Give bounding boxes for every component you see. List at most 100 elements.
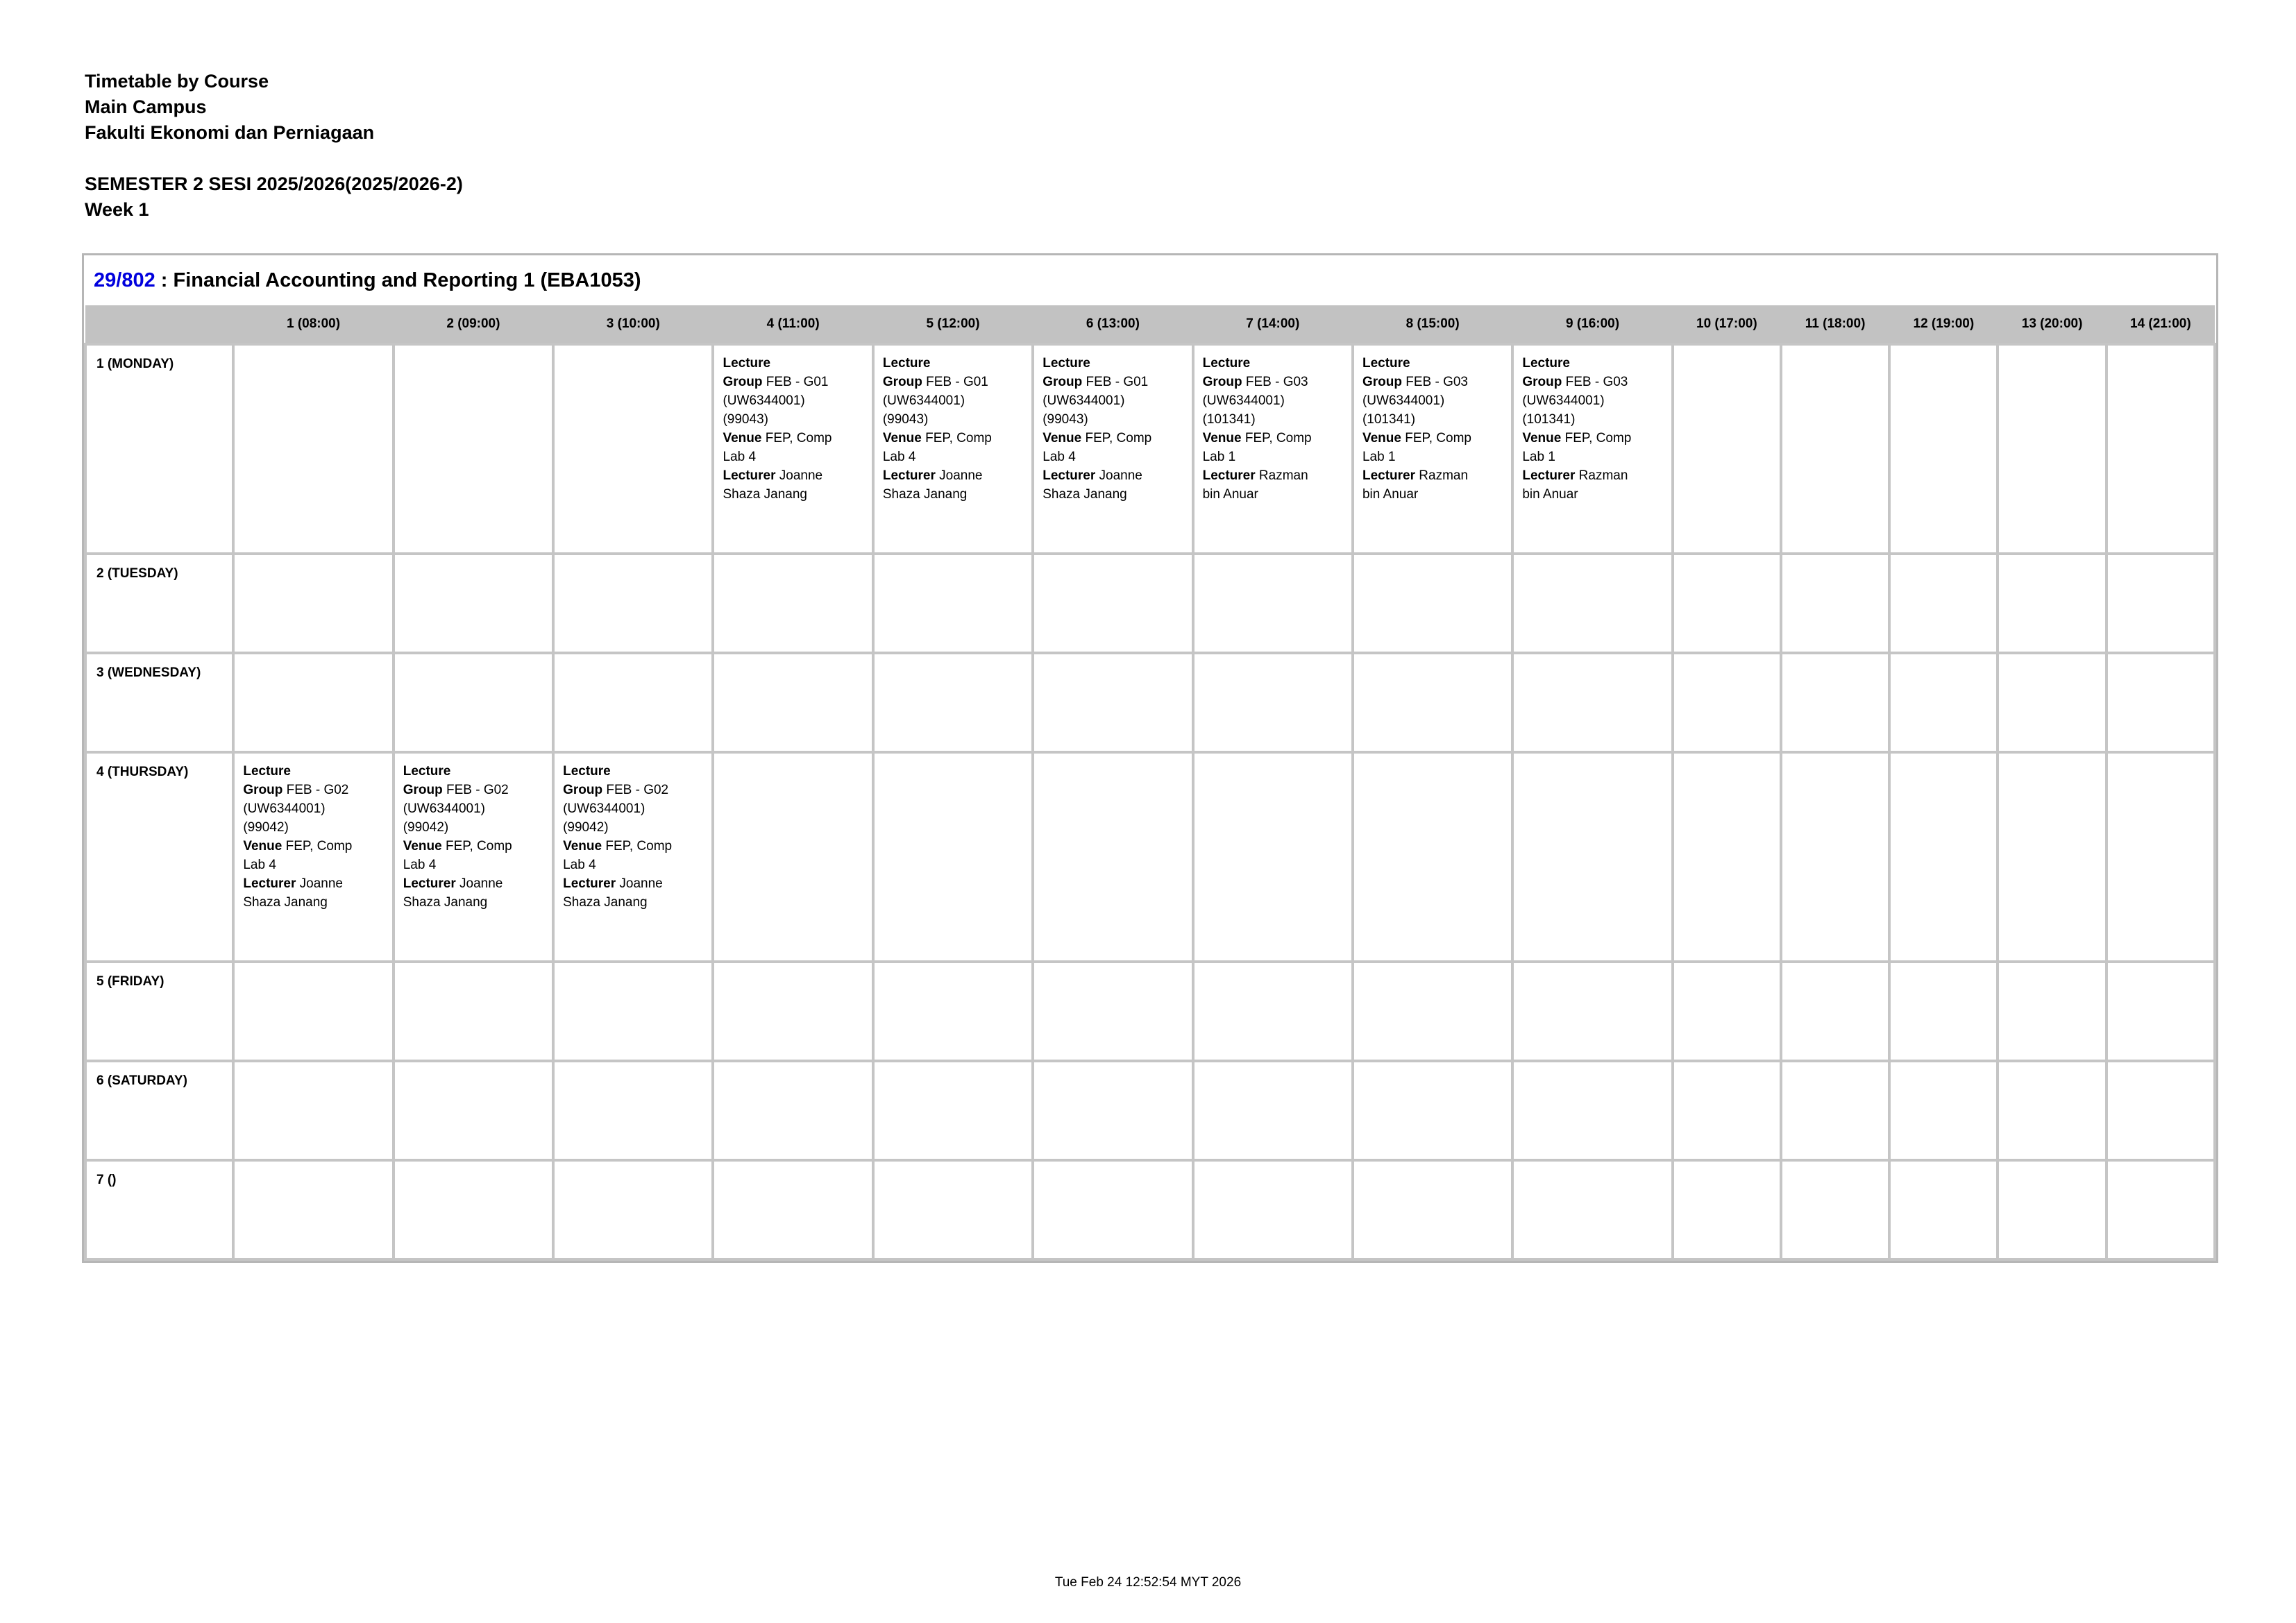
empty-slot: [1671, 343, 1782, 555]
empty-slot: [1511, 751, 1674, 963]
day-label: 6 (SATURDAY): [83, 1060, 235, 1162]
lecture-cell: Lecture Group FEB - G01 (UW6344001) (99043)…: [1031, 343, 1195, 555]
time-column-header: 7 (14:00): [1192, 305, 1353, 344]
empty-slot: [1031, 1060, 1195, 1162]
time-column-header: 2 (09:00): [393, 305, 554, 344]
empty-slot: [1351, 652, 1514, 754]
report-campus: Main Campus: [85, 96, 207, 117]
empty-slot: [1779, 652, 1891, 754]
empty-slot: [1351, 960, 1514, 1062]
empty-slot: [552, 1060, 715, 1162]
empty-slot: [391, 960, 555, 1062]
lecture-cell: Lecture Group FEB - G01 (UW6344001) (99043)…: [711, 343, 875, 555]
empty-slot: [1888, 343, 2000, 555]
time-column-header: 8 (15:00): [1352, 305, 1513, 344]
empty-slot: [1996, 1060, 2108, 1162]
lecture-cell: Lecture Group FEB - G02 (UW6344001) (99042)…: [552, 751, 715, 963]
timetable-row: 5 (FRIDAY): [83, 960, 2217, 1062]
empty-slot: [711, 960, 875, 1062]
empty-slot: [391, 652, 555, 754]
empty-slot: [1351, 552, 1514, 654]
empty-slot: [1351, 751, 1514, 963]
course-code-link[interactable]: 29/802: [94, 269, 155, 291]
empty-slot: [1779, 343, 1891, 555]
empty-slot: [552, 1159, 715, 1261]
course-title-bar: 29/802 : Financial Accounting and Report…: [84, 255, 2216, 305]
empty-slot: [1996, 751, 2108, 963]
empty-slot: [1511, 552, 1674, 654]
empty-slot: [1191, 1159, 1354, 1261]
lecture-cell: Lecture Group FEB - G02 (UW6344001) (99042)…: [232, 751, 395, 963]
empty-slot: [1996, 1159, 2108, 1261]
empty-slot: [1996, 552, 2108, 654]
empty-slot: [871, 1060, 1035, 1162]
time-column-header: 6 (13:00): [1033, 305, 1193, 344]
empty-slot: [1511, 652, 1674, 754]
empty-slot: [1351, 1060, 1514, 1162]
timetable-row: 7 (): [83, 1159, 2217, 1261]
report-semester: SEMESTER 2 SESI 2025/2026(2025/2026-2): [85, 173, 463, 194]
empty-slot: [711, 1159, 875, 1261]
empty-slot: [1191, 652, 1354, 754]
day-column-header: [85, 305, 234, 344]
timetable-row: 2 (TUESDAY): [83, 552, 2217, 654]
report-header: Timetable by Course Main Campus Fakulti …: [85, 69, 463, 223]
empty-slot: [1511, 1060, 1674, 1162]
timetable-header-row: 1 (08:00) 2 (09:00) 3 (10:00) 4 (11:00) 5 (1…: [85, 305, 2215, 344]
empty-slot: [1888, 552, 2000, 654]
empty-slot: [871, 1159, 1035, 1261]
lecture-cell: Lecture Group FEB - G03 (UW6344001) (101341…: [1511, 343, 1674, 555]
day-label: 7 (): [83, 1159, 235, 1261]
print-timestamp: Tue Feb 24 12:52:54 MYT 2026: [1054, 1575, 1242, 1590]
empty-slot: [232, 343, 395, 555]
empty-slot: [1671, 652, 1782, 754]
empty-slot: [1671, 552, 1782, 654]
time-column-header: 9 (16:00): [1512, 305, 1673, 344]
empty-slot: [391, 1060, 555, 1162]
empty-slot: [1031, 652, 1195, 754]
empty-slot: [1779, 1060, 1891, 1162]
empty-slot: [1779, 1159, 1891, 1261]
timetable-row: 6 (SATURDAY): [83, 1060, 2217, 1162]
empty-slot: [1031, 552, 1195, 654]
empty-slot: [1351, 1159, 1514, 1261]
timetable-row: 4 (THURSDAY) Lecture Group FEB - G02 (UW634…: [83, 751, 2217, 963]
timetable-row: 3 (WEDNESDAY): [83, 652, 2217, 754]
empty-slot: [391, 552, 555, 654]
empty-slot: [552, 343, 715, 555]
timetable-grid: 1 (08:00) 2 (09:00) 3 (10:00) 4 (11:00) 5 (1…: [83, 305, 2217, 1261]
empty-slot: [2104, 1159, 2217, 1261]
empty-slot: [1996, 960, 2108, 1062]
empty-slot: [711, 652, 875, 754]
empty-slot: [1031, 1159, 1195, 1261]
empty-slot: [871, 960, 1035, 1062]
day-label: 1 (MONDAY): [83, 343, 235, 555]
empty-slot: [711, 1060, 875, 1162]
empty-slot: [1888, 1060, 2000, 1162]
empty-slot: [711, 552, 875, 654]
empty-slot: [1888, 751, 2000, 963]
empty-slot: [1511, 1159, 1674, 1261]
empty-slot: [2104, 343, 2217, 555]
empty-slot: [232, 960, 395, 1062]
empty-slot: [1888, 1159, 2000, 1261]
empty-slot: [1779, 751, 1891, 963]
empty-slot: [1888, 652, 2000, 754]
empty-slot: [1996, 652, 2108, 754]
empty-slot: [2104, 960, 2217, 1062]
empty-slot: [232, 1159, 395, 1261]
time-column-header: 4 (11:00): [713, 305, 873, 344]
time-column-header: 5 (12:00): [872, 305, 1033, 344]
empty-slot: [2104, 751, 2217, 963]
report-week: Week 1: [85, 199, 149, 220]
empty-slot: [552, 652, 715, 754]
empty-slot: [1671, 1159, 1782, 1261]
empty-slot: [871, 552, 1035, 654]
time-column-header: 10 (17:00): [1672, 305, 1781, 344]
empty-slot: [232, 652, 395, 754]
empty-slot: [552, 960, 715, 1062]
course-timetable-box: 29/802 : Financial Accounting and Report…: [82, 253, 2218, 1263]
empty-slot: [1779, 960, 1891, 1062]
empty-slot: [1031, 960, 1195, 1062]
time-column-header: 11 (18:00): [1780, 305, 1890, 344]
